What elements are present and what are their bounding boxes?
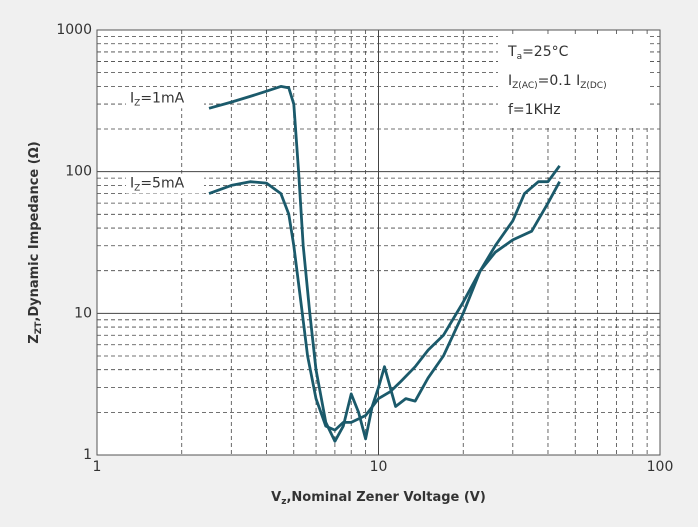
subscript: Z(AC) xyxy=(512,81,537,91)
text-part: ,Nominal Zener Voltage (V) xyxy=(286,490,485,505)
x-tick-label: 100 xyxy=(647,459,674,475)
condition: IZ(AC)=0.1 IZ(DC) xyxy=(508,73,607,91)
text-part: I xyxy=(508,73,512,89)
y-tick-label: 1000 xyxy=(56,22,92,38)
condition: f=1KHz xyxy=(508,102,561,118)
subscript: Z xyxy=(134,183,140,193)
text-part: =5mA xyxy=(140,176,184,192)
subscript: Z xyxy=(134,98,140,108)
y-tick-label: 10 xyxy=(74,305,92,321)
plot-border xyxy=(96,29,661,456)
subscript: ZT xyxy=(34,321,44,335)
text-part: ,Dynamic Impedance (Ω) xyxy=(27,141,42,321)
text-part: T xyxy=(507,44,517,60)
text-part: Z xyxy=(27,334,42,343)
text-part: =25°C xyxy=(522,44,569,60)
series-line xyxy=(208,85,561,443)
x-tick-label: 10 xyxy=(370,459,388,475)
subscript: z xyxy=(281,497,286,507)
series-label-bg xyxy=(126,88,204,109)
text-part: V xyxy=(271,490,281,505)
subscript: Z(DC) xyxy=(580,81,606,91)
text-part: I xyxy=(130,90,134,106)
conditions-box xyxy=(498,36,648,126)
x-axis-label: Vz,Nominal Zener Voltage (V) xyxy=(271,490,486,507)
series-label: IZ=5mA xyxy=(130,176,185,194)
series-label-bg xyxy=(126,173,204,194)
condition: Ta=25°C xyxy=(507,44,569,62)
series-line xyxy=(208,180,561,432)
x-tick-label: 1 xyxy=(93,459,102,475)
y-tick-label: 1 xyxy=(83,447,92,463)
text-part: =1mA xyxy=(140,90,184,106)
y-tick-label: 100 xyxy=(65,164,92,180)
series-label: IZ=1mA xyxy=(130,90,185,108)
y-axis-label: ZZT,Dynamic Impedance (Ω) xyxy=(27,141,44,343)
text-part: f=1KHz xyxy=(508,102,561,118)
text-part: =0.1 I xyxy=(538,73,581,89)
text-part: I xyxy=(130,176,134,192)
subscript: a xyxy=(517,52,523,62)
